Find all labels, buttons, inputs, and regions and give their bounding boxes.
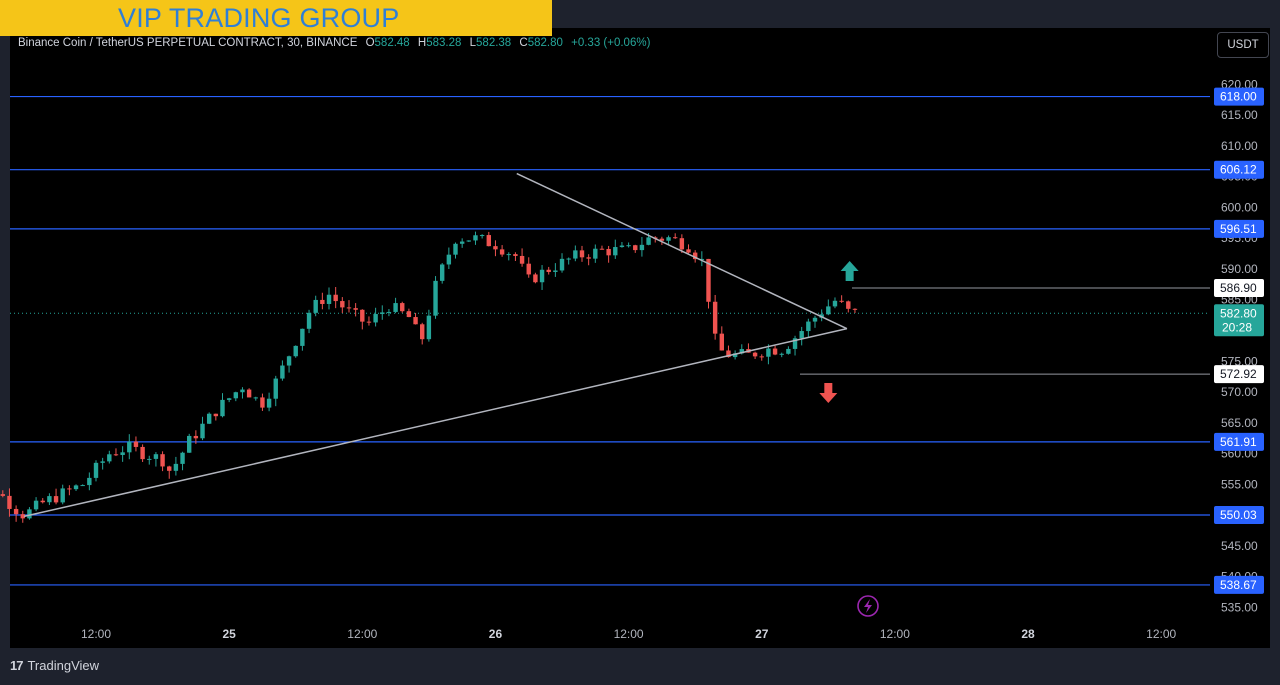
low-value: 582.38	[476, 37, 512, 49]
vip-banner: VIP TRADING GROUP	[0, 0, 552, 36]
tradingview-brand[interactable]: TradingView	[27, 658, 100, 673]
candle-body	[0, 494, 5, 496]
open-value: 582.48	[374, 37, 410, 49]
footer: 17 TradingView	[10, 658, 99, 673]
currency-button[interactable]: USDT	[1217, 32, 1269, 58]
symbol-legend: Binance Coin / TetherUS PERPETUAL CONTRA…	[18, 37, 650, 49]
change-value: +0.33 (+0.06%)	[571, 37, 651, 49]
high-label: H	[417, 37, 427, 49]
banner-text: VIP TRADING GROUP	[118, 3, 400, 33]
close-value: 582.80	[527, 37, 563, 49]
low-label: L	[469, 37, 477, 49]
high-value: 583.28	[426, 37, 462, 49]
open-label: O	[365, 37, 375, 49]
tradingview-logo: 17	[10, 658, 24, 673]
symbol-title[interactable]: Binance Coin / TetherUS PERPETUAL CONTRA…	[18, 37, 358, 49]
close-label: C	[519, 37, 528, 49]
chart-frame[interactable]	[10, 28, 1270, 648]
